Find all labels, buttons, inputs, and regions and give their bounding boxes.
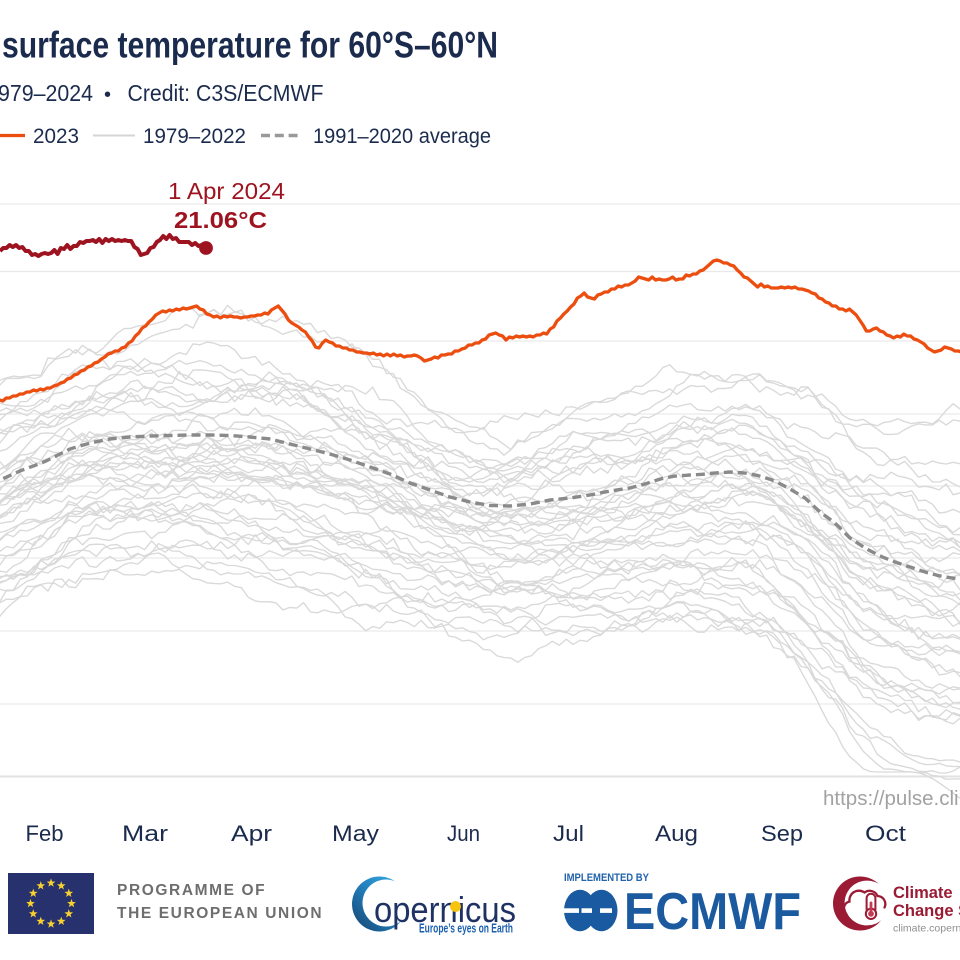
svg-text:Jun: Jun: [447, 821, 480, 846]
svg-text:climate.copernicus.eu: climate.copernicus.eu: [893, 923, 960, 935]
svg-text:https://pulse.climate.copernic: https://pulse.climate.copernicus.eu: [823, 787, 960, 810]
svg-text:surface temperature for 60°S–6: surface temperature for 60°S–60°N: [2, 25, 498, 66]
svg-text:Change Service: Change Service: [893, 902, 960, 920]
svg-text:ECMWF: ECMWF: [624, 883, 801, 941]
svg-text:Jul: Jul: [553, 821, 584, 846]
svg-text:Apr: Apr: [231, 821, 273, 846]
svg-text:Sep: Sep: [761, 821, 803, 846]
svg-text:THE EUROPEAN UNION: THE EUROPEAN UNION: [117, 905, 323, 922]
svg-text:•: •: [104, 84, 111, 106]
svg-text:Feb: Feb: [26, 821, 64, 846]
svg-text:1979–2022: 1979–2022: [143, 124, 246, 148]
svg-text:Climate: Climate: [893, 884, 953, 902]
svg-text:Credit: C3S/ECMWF: Credit: C3S/ECMWF: [128, 80, 324, 106]
svg-text:1 Apr 2024: 1 Apr 2024: [168, 178, 285, 204]
svg-text:PROGRAMME OF: PROGRAMME OF: [117, 882, 266, 899]
svg-text:21.06°C: 21.06°C: [174, 207, 267, 233]
svg-text:Europe’s eyes on Earth: Europe’s eyes on Earth: [419, 922, 513, 936]
svg-text:opernicus: opernicus: [374, 889, 516, 930]
svg-text:2023: 2023: [33, 124, 79, 148]
svg-text:Mar: Mar: [122, 821, 169, 846]
svg-text:979–2024: 979–2024: [0, 80, 93, 106]
svg-text:Oct: Oct: [865, 821, 907, 846]
svg-text:May: May: [332, 821, 380, 846]
svg-text:Aug: Aug: [655, 821, 698, 846]
svg-text:IMPLEMENTED BY: IMPLEMENTED BY: [564, 872, 650, 884]
svg-text:1991–2020 average: 1991–2020 average: [313, 124, 491, 148]
